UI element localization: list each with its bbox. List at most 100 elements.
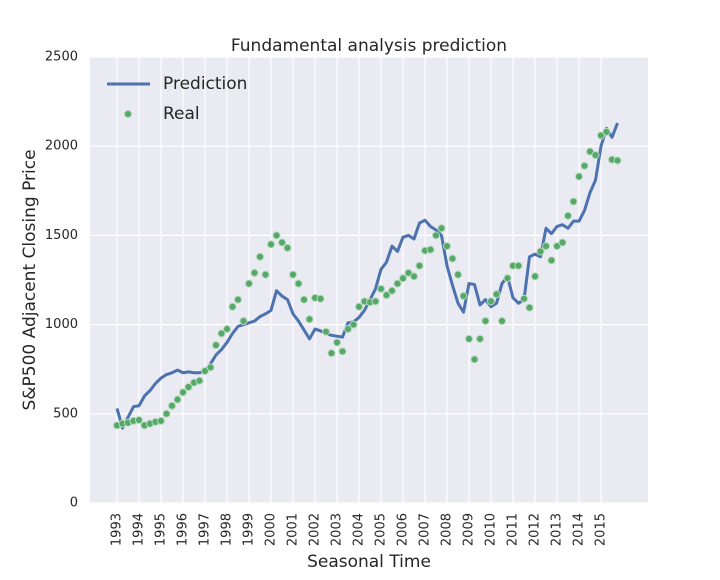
x-tick-label: 2013 — [550, 513, 565, 546]
real-point — [333, 338, 341, 347]
x-tick-label: 1995 — [154, 513, 169, 546]
real-point — [388, 286, 396, 295]
real-point — [437, 224, 446, 233]
real-point — [454, 270, 462, 279]
real-point — [492, 290, 501, 299]
real-point — [536, 247, 545, 256]
y-tick-label: 500 — [53, 406, 78, 421]
real-point — [465, 334, 473, 343]
real-point — [173, 395, 182, 404]
real-point — [245, 279, 253, 288]
real-point — [283, 243, 292, 252]
real-point — [597, 131, 605, 140]
x-tick-label: 2007 — [418, 513, 433, 546]
x-tick-label: 2009 — [462, 513, 477, 546]
real-point — [553, 242, 561, 251]
real-point — [322, 327, 330, 336]
real-point — [135, 416, 143, 425]
x-tick-label: 2005 — [374, 513, 389, 546]
real-point — [239, 317, 248, 326]
x-tick-label: 1997 — [198, 513, 213, 546]
real-point — [575, 172, 583, 181]
real-point — [179, 388, 187, 397]
real-point — [382, 291, 391, 300]
legend-swatch — [124, 110, 132, 118]
real-point — [564, 211, 572, 220]
x-tick-label: 1999 — [242, 513, 257, 546]
real-point — [168, 401, 176, 410]
real-point — [272, 231, 281, 240]
real-point — [157, 416, 165, 425]
x-tick-label: 1998 — [220, 513, 235, 546]
real-point — [377, 284, 385, 293]
real-point — [613, 156, 622, 165]
real-point — [162, 409, 171, 418]
real-point — [514, 261, 523, 270]
real-point — [278, 238, 286, 247]
real-point — [294, 279, 303, 288]
real-point — [234, 295, 242, 304]
real-point — [393, 279, 402, 288]
real-point — [415, 261, 424, 270]
real-point — [591, 151, 600, 160]
real-point — [410, 272, 418, 281]
real-point — [558, 238, 567, 247]
real-point — [338, 347, 347, 356]
real-point — [476, 334, 484, 343]
real-point — [228, 302, 237, 311]
real-point — [300, 295, 308, 304]
y-tick-label: 0 — [70, 496, 78, 511]
real-point — [498, 317, 506, 326]
real-point — [371, 297, 380, 306]
y-axis-label: S&P500 Adjacent Closing Price — [20, 149, 40, 410]
y-tick-label: 1500 — [45, 228, 78, 243]
legend-label: Prediction — [163, 74, 247, 94]
real-point — [212, 341, 220, 350]
real-point — [355, 302, 363, 311]
x-tick-label: 1993 — [110, 513, 125, 546]
x-tick-label: 2012 — [528, 513, 543, 546]
x-tick-label: 2000 — [264, 513, 279, 546]
real-point — [399, 274, 407, 283]
real-point — [503, 274, 512, 283]
x-tick-label: 1996 — [176, 513, 191, 546]
x-tick-label: 1994 — [132, 513, 147, 546]
real-point — [487, 297, 495, 306]
y-tick-label: 2500 — [45, 50, 78, 65]
real-point — [470, 355, 479, 364]
real-point — [250, 268, 259, 277]
real-point — [547, 256, 556, 265]
real-point — [459, 292, 468, 301]
real-point — [602, 127, 611, 136]
x-tick-label: 2001 — [286, 513, 301, 546]
real-point — [256, 252, 264, 261]
x-tick-label: 2015 — [594, 513, 609, 546]
real-point — [327, 349, 336, 358]
real-point — [344, 325, 352, 334]
chart-title: Fundamental analysis prediction — [231, 36, 507, 56]
x-tick-label: 2014 — [572, 513, 587, 546]
real-point — [481, 317, 490, 326]
x-tick-label: 2006 — [396, 513, 411, 546]
real-point — [580, 161, 589, 170]
y-tick-label: 2000 — [45, 139, 78, 154]
real-point — [267, 240, 275, 249]
x-tick-label: 2011 — [506, 513, 521, 546]
x-tick-label: 2002 — [308, 513, 323, 546]
real-point — [426, 245, 435, 254]
real-point — [305, 315, 314, 324]
y-tick-label: 1000 — [45, 317, 78, 332]
real-point — [261, 270, 270, 279]
real-point — [184, 383, 193, 392]
real-point — [586, 147, 594, 156]
real-point — [217, 329, 226, 338]
real-point — [569, 197, 578, 206]
x-axis-label: Seasonal Time — [307, 552, 431, 572]
real-point — [316, 294, 325, 303]
real-point — [448, 254, 457, 263]
real-point — [289, 270, 297, 279]
real-point — [432, 231, 440, 240]
x-tick-label: 2008 — [440, 513, 455, 546]
x-tick-label: 2010 — [484, 513, 499, 546]
real-point — [195, 376, 204, 385]
